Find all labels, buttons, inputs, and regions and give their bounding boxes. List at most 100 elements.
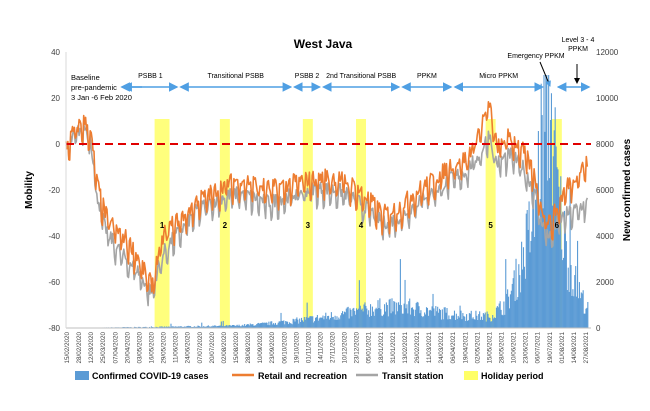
case-bar: [412, 309, 414, 328]
case-bar: [507, 289, 509, 328]
x-tick-label: 06/04/2021: [450, 331, 457, 363]
case-bar: [183, 326, 185, 328]
case-bar: [310, 316, 312, 328]
case-bar: [370, 315, 373, 328]
case-bar: [229, 324, 231, 328]
case-bar: [162, 326, 164, 328]
x-tick-label: 27/08/2021: [583, 332, 590, 364]
phase-label-5: PPKM: [417, 73, 437, 80]
case-bar: [319, 317, 321, 328]
case-bar: [470, 310, 472, 328]
case-bar: [382, 316, 384, 328]
case-bar: [413, 316, 415, 328]
case-bar: [405, 308, 407, 328]
case-bar: [449, 319, 451, 328]
case-bar: [148, 326, 151, 328]
case-bar: [333, 319, 335, 328]
emergency-ppkm-label: Emergency PPKM: [507, 53, 564, 60]
case-bar: [376, 308, 378, 328]
case-bar: [573, 296, 575, 328]
case-bar: [300, 317, 303, 328]
case-bar: [159, 326, 161, 328]
y-tick-right: 8000: [596, 140, 614, 149]
case-bar: [483, 314, 485, 328]
case-bar: [521, 241, 523, 328]
case-bar: [369, 304, 372, 328]
holiday-number-5: 5: [488, 221, 493, 230]
case-bar: [192, 326, 194, 328]
baseline-annotation-line-3: 3 Jan -6 Feb 2020: [71, 93, 132, 102]
y-tick-right: 2000: [596, 278, 614, 287]
case-bar: [322, 315, 324, 328]
phase-label-4: 2nd Transitional PSBB: [326, 73, 396, 80]
case-bar: [578, 282, 580, 328]
case-bar: [220, 321, 222, 328]
holiday-number-4: 4: [359, 221, 364, 230]
x-tick-label: 14/08/2021: [571, 331, 578, 363]
case-bar: [491, 321, 493, 328]
case-bar: [208, 326, 210, 328]
case-bar: [331, 317, 333, 328]
baseline-annotation-line-1: Baseline: [71, 73, 100, 82]
case-bar: [547, 180, 549, 328]
case-bar: [212, 325, 214, 328]
case-bar: [311, 316, 313, 328]
case-bar: [420, 310, 422, 328]
case-bar: [241, 325, 243, 328]
case-bar: [471, 318, 473, 328]
case-bar: [457, 315, 459, 328]
case-bar: [293, 319, 295, 328]
case-bar: [314, 317, 317, 328]
case-bar: [433, 308, 435, 328]
case-bar: [156, 326, 158, 328]
case-bar: [195, 326, 197, 328]
case-bar: [452, 315, 454, 328]
case-bar: [273, 324, 276, 328]
case-bar: [189, 326, 191, 328]
case-bar: [326, 318, 328, 328]
case-bar: [502, 315, 504, 328]
case-bar: [532, 189, 534, 328]
case-bar: [431, 306, 433, 328]
case-bar: [315, 317, 318, 328]
case-bar: [194, 326, 196, 328]
case-bar: [267, 325, 269, 328]
case-bar: [235, 325, 237, 328]
case-bar: [414, 309, 416, 328]
case-bar: [494, 318, 497, 328]
case-bar: [460, 310, 462, 328]
case-bar: [556, 167, 558, 328]
x-tick-label: 02/08/2020: [221, 331, 228, 363]
case-bar: [545, 75, 547, 328]
x-tick-label: 27/11/2020: [330, 331, 337, 363]
case-bar: [465, 321, 467, 328]
x-tick-label: 20/07/2020: [209, 331, 216, 363]
case-bar: [342, 311, 344, 328]
case-bar: [490, 321, 492, 328]
case-bar: [242, 324, 244, 328]
transit-station-line: [65, 122, 589, 307]
case-bar: [580, 292, 582, 328]
case-bar: [237, 325, 239, 328]
case-bar: [289, 323, 291, 328]
case-bar: [221, 326, 223, 328]
x-tick-label: 19/07/2021: [547, 332, 554, 364]
case-bar: [330, 312, 332, 328]
case-bar: [538, 223, 540, 328]
case-bar: [439, 310, 442, 328]
x-tick-label: 10/12/2020: [342, 331, 349, 363]
case-bar: [352, 308, 354, 328]
case-bar: [204, 326, 207, 328]
case-bar: [519, 275, 521, 328]
case-bar: [508, 296, 510, 328]
case-bar: [355, 314, 357, 328]
case-bar: [270, 321, 272, 328]
x-tick-label: 12/03/2020: [88, 331, 95, 363]
case-bar: [510, 290, 512, 328]
case-bar: [324, 316, 326, 328]
case-bar: [424, 312, 426, 328]
case-bar: [392, 311, 394, 328]
case-bar: [517, 297, 519, 328]
case-bar: [262, 322, 264, 328]
case-bar: [143, 326, 145, 328]
